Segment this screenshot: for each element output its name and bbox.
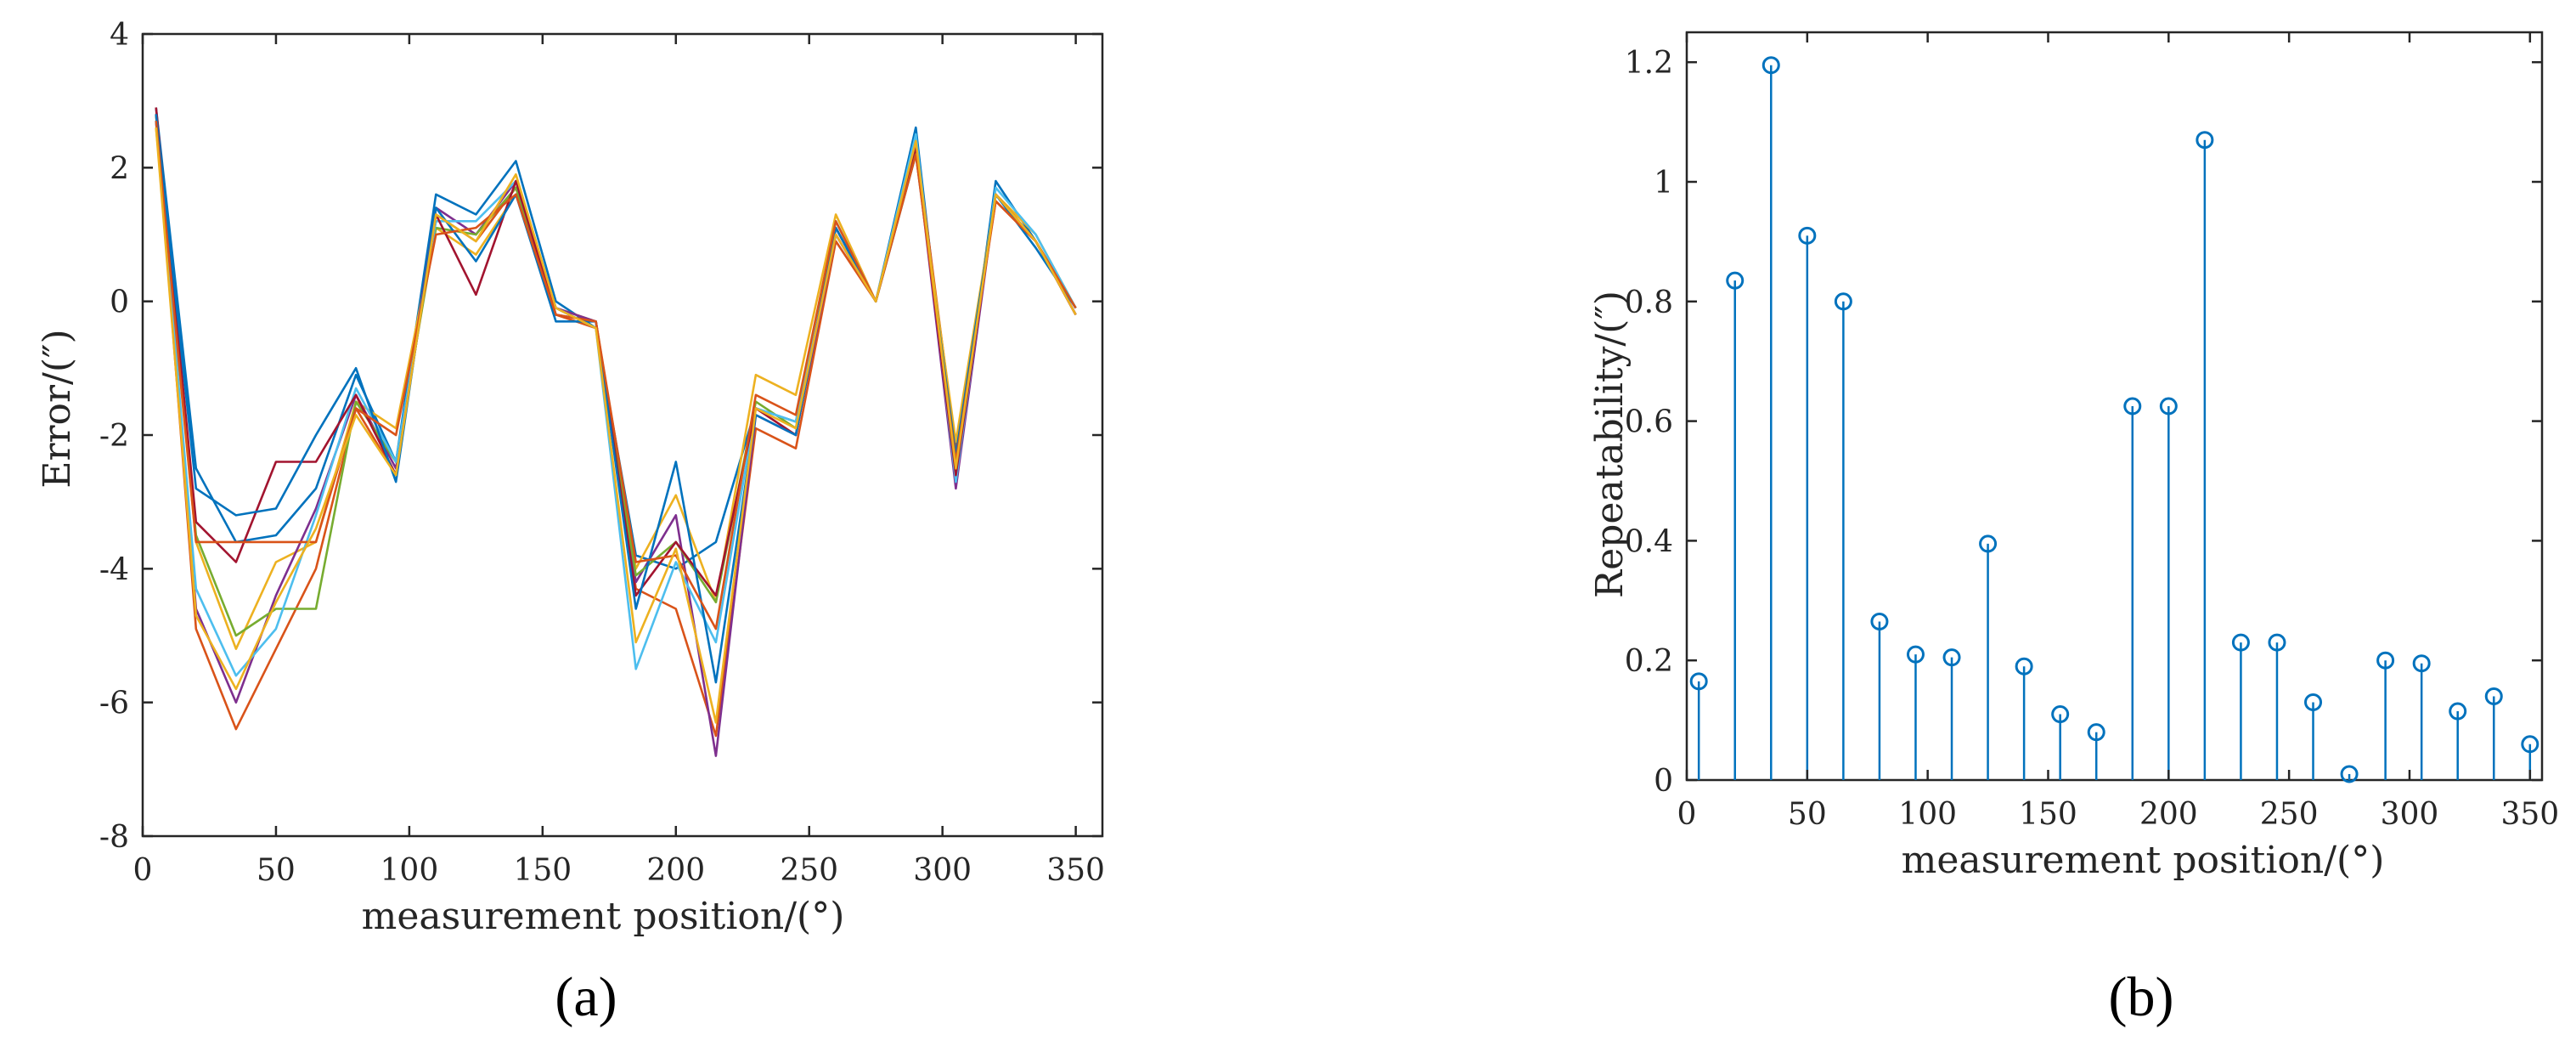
panel-b-stem-marker xyxy=(2123,397,2142,416)
panel-a-series-line-2 xyxy=(155,114,1077,738)
panel-b-stem-marker xyxy=(2484,687,2503,705)
panel-a-x-tick-label: 250 xyxy=(780,853,838,888)
panel-b-x-tick-label: 50 xyxy=(1788,797,1827,832)
panel-a-y-tick-label: 4 xyxy=(110,18,129,53)
panel-b-frame xyxy=(1685,31,2544,782)
panel-b-stem-marker xyxy=(1979,534,1998,553)
panel-b-ticks: 0 50 100 150 200 250 300 350 0 0.2 0.4 0.6 0.8 1 1.2 xyxy=(1625,32,2559,832)
panel-a-x-tick-label: 200 xyxy=(646,853,705,888)
panel-a-x-tick-label: 0 xyxy=(133,853,153,888)
panel-a-x-tick-label: 300 xyxy=(913,853,972,888)
panel-a-series-line-6 xyxy=(155,121,1077,677)
panel-a-y-tick-label: 0 xyxy=(110,286,129,320)
panel-a-y-tick-label: -8 xyxy=(99,820,129,855)
panel-b-stem-marker xyxy=(2231,633,2250,652)
panel-a-caption: (a) xyxy=(555,966,617,1028)
panel-a-x-tick-label: 350 xyxy=(1046,853,1105,888)
panel-a-series-line-10 xyxy=(155,127,1077,724)
panel-b-y-tick-label: 1.2 xyxy=(1625,46,1673,81)
panel-a-series-group xyxy=(155,107,1077,757)
panel-b-stem-marker xyxy=(2376,651,2395,670)
panel-b-stem-marker xyxy=(1726,271,1745,290)
panel-b-y-tick-label: 0.2 xyxy=(1625,644,1673,679)
panel-b-stem-marker xyxy=(2051,705,2070,724)
panel-b-stem-marker xyxy=(2268,633,2286,652)
panel-a-series-line-8 xyxy=(155,114,1077,684)
panel-b-stem-marker xyxy=(1906,645,1925,664)
panel-a-x-tick-label: 150 xyxy=(513,853,572,888)
panel-b-x-tick-label: 0 xyxy=(1677,797,1697,832)
panel-b-stem-marker xyxy=(2159,397,2178,416)
panel-b-stem-marker xyxy=(1689,672,1708,691)
panel-b-stem-marker xyxy=(2449,702,2467,721)
panel-b-x-tick-label: 150 xyxy=(2019,797,2077,832)
panel-b-stem-marker xyxy=(1798,226,1817,245)
panel-a-y-tick-label: -2 xyxy=(99,419,129,454)
panel-b-stem-marker xyxy=(2521,735,2539,754)
panel-b-x-tick-label: 300 xyxy=(2381,797,2439,832)
panel-b-y-axis-title: Repeatability/(″) xyxy=(1588,291,1632,598)
panel-a-x-tick-label: 100 xyxy=(380,853,439,888)
panel-b-x-tick-label: 100 xyxy=(1898,797,1957,832)
panel-b-stem-marker xyxy=(1834,292,1852,311)
panel-b-x-tick-label: 350 xyxy=(2500,797,2559,832)
panel-a-y-tick-label: -6 xyxy=(99,687,129,721)
panel-b-y-tick-label: 0 xyxy=(1654,764,1673,799)
panel-b-stem-marker xyxy=(1761,56,1780,75)
panel-b-stems-group xyxy=(1689,56,2539,783)
panel-a-x-axis-title: measurement position/(°) xyxy=(362,895,845,938)
panel-a-ticks: 0 50 100 150 200 250 300 350 4 2 0 -2 -4 -6 -8 xyxy=(99,18,1105,888)
panel-a-series-line-7 xyxy=(155,107,1077,597)
panel-b-y-tick-label: 0.8 xyxy=(1625,286,1673,320)
panel-b-caption: (b) xyxy=(2109,966,2174,1028)
panel-b-chart: 0 50 100 150 200 250 300 350 0 0.2 0.4 0.6 0.8 1 1.2 m… xyxy=(1588,31,2559,1028)
panel-a-y-tick-label: 2 xyxy=(110,151,129,186)
panel-a-chart: 0 50 100 150 200 250 300 350 4 2 0 -2 -4 -6 -8 measure… xyxy=(36,18,1105,1028)
panel-b-y-tick-label: 1 xyxy=(1654,166,1673,201)
panel-b-stem-marker xyxy=(2340,765,2359,783)
panel-b-x-tick-label: 250 xyxy=(2260,797,2319,832)
panel-b-stem-marker xyxy=(2412,654,2431,673)
panel-a-y-axis-title: Error/(″) xyxy=(36,329,79,488)
panel-b-stem-marker xyxy=(2196,131,2214,150)
panel-b-stem-marker xyxy=(1870,612,1889,630)
panel-b-x-axis-title: measurement position/(°) xyxy=(1902,839,2385,882)
panel-b-y-tick-label: 0.4 xyxy=(1625,524,1673,559)
panel-b-stem-marker xyxy=(1942,648,1961,667)
panel-a-y-tick-label: -4 xyxy=(99,552,129,587)
panel-b-stem-marker xyxy=(2087,723,2105,742)
panel-b-x-tick-label: 200 xyxy=(2139,797,2198,832)
panel-b-y-tick-label: 0.6 xyxy=(1625,405,1673,440)
panel-b-stem-marker xyxy=(2015,657,2033,676)
panel-b-stem-marker xyxy=(2304,693,2323,711)
panel-a-x-tick-label: 50 xyxy=(256,853,296,888)
panel-b-plot-area xyxy=(1685,31,2544,782)
